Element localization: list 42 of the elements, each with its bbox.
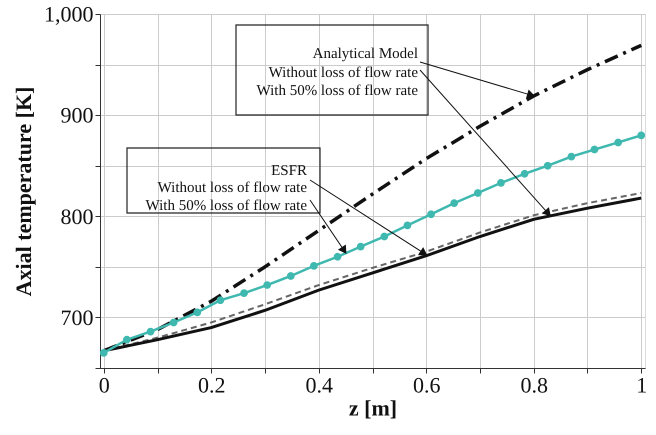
y-tick-label: 900 <box>60 102 94 128</box>
point <box>123 336 131 344</box>
point <box>544 162 552 170</box>
point <box>474 189 482 197</box>
x-axis-title: z [m] <box>348 396 398 420</box>
point <box>450 199 458 208</box>
point <box>427 210 435 218</box>
annotation: Without loss of flow rate <box>158 180 308 196</box>
annotation: Without loss of flow rate <box>268 65 418 81</box>
x-tick-label: 1 <box>636 372 648 398</box>
point <box>567 152 576 160</box>
point <box>286 272 295 280</box>
annotation: ESFR <box>271 163 307 179</box>
y-tick-label: 800 <box>60 204 94 229</box>
point <box>356 242 365 250</box>
x-tick-label: 0.2 <box>198 372 226 398</box>
point <box>240 289 248 298</box>
point <box>334 252 342 261</box>
point <box>590 146 598 154</box>
annotation: With 50% loss of flow rate <box>146 198 308 214</box>
x-tick-label: 0.6 <box>413 372 440 398</box>
point <box>263 281 272 289</box>
point <box>146 328 154 336</box>
x-tick-label: 0 <box>98 372 110 398</box>
point <box>380 232 388 240</box>
x-tick-label: 0.4 <box>306 372 333 398</box>
point <box>216 296 224 304</box>
point <box>100 348 108 357</box>
y-tick-label: 1,000 <box>44 2 94 26</box>
x-tick-label: 0.8 <box>520 372 548 398</box>
point <box>310 262 318 270</box>
y-axis-title: Axial temperature [K] <box>11 86 36 296</box>
y-tick-label: 700 <box>60 304 94 330</box>
annotation: Analytical Model <box>312 46 418 62</box>
point <box>497 179 505 187</box>
point <box>637 132 646 140</box>
point <box>614 138 622 146</box>
point <box>404 222 412 230</box>
point <box>170 318 178 326</box>
point <box>193 308 202 316</box>
point <box>520 170 528 178</box>
annotation: With 50% loss of flow rate <box>256 83 418 99</box>
